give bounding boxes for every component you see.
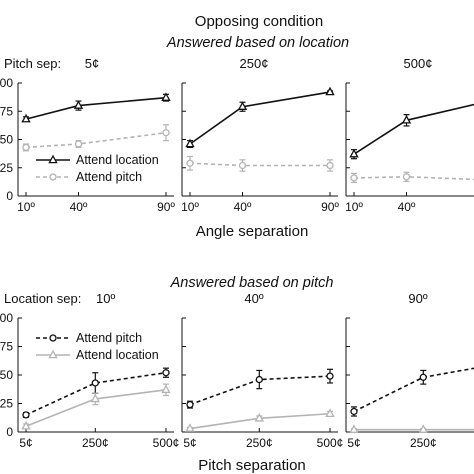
y-tick-label: 0	[6, 189, 13, 203]
panel-bottom-3: 5¢ 250¢	[345, 317, 474, 450]
bottom-row-subtitle: Answered based on pitch	[170, 275, 334, 291]
x-tick-label: 10º	[17, 200, 35, 214]
data-point-triangle	[185, 423, 195, 432]
x-tick-label: 250¢	[246, 436, 273, 450]
data-point-circle	[350, 174, 358, 182]
x-tick-label: 5¢	[347, 436, 360, 450]
x-tick-label: 90º	[321, 200, 339, 214]
data-point-circle	[74, 140, 83, 148]
legend: Attend pitch Attend location	[36, 331, 159, 362]
y-tick-label: 100	[0, 311, 13, 325]
x-tick-label: 90º	[157, 200, 175, 214]
series-line-1	[353, 103, 474, 155]
data-point-triangle	[325, 408, 335, 418]
top-row-subtitle: Answered based on location	[166, 35, 349, 51]
y-tick-label: 25	[0, 397, 13, 411]
data-point-circle	[419, 373, 427, 381]
panel-label-bottom-1: 10º	[96, 291, 115, 306]
data-point-circle	[350, 407, 358, 416]
y-tick-label: 100	[0, 76, 13, 90]
series-line-1	[25, 96, 167, 120]
y-tick-label: 75	[0, 340, 13, 354]
series-line-2	[189, 162, 330, 167]
panel-label-top-3: 500¢	[404, 56, 433, 71]
data-point-triangle	[21, 113, 31, 123]
x-tick-label: 40º	[398, 200, 416, 214]
legend-entry: Attend location	[76, 348, 159, 362]
panel-label-bottom-2: 40º	[244, 291, 263, 306]
data-point-circle	[91, 379, 99, 387]
data-point-circle	[186, 159, 194, 167]
data-point-triangle	[401, 114, 412, 124]
data-point-triangle	[90, 393, 100, 403]
x-tick-label: 500¢	[153, 436, 180, 450]
legend-entry: Attend pitch	[76, 170, 142, 184]
legend: Attend location Attend pitch	[36, 153, 159, 184]
panel-label-bottom-3: 90º	[408, 291, 427, 306]
x-axis-label-bottom: Pitch separation	[198, 457, 306, 474]
data-point-triangle	[161, 92, 171, 101]
series-line-1	[189, 91, 331, 145]
panel-top-3: 10º 40º	[345, 82, 474, 214]
x-tick-label: 5¢	[183, 436, 196, 450]
y-tick-label: 50	[0, 368, 13, 382]
x-tick-label: 250¢	[410, 436, 437, 450]
data-point-circle	[162, 129, 170, 137]
data-point-circle	[186, 400, 194, 409]
x-tick-label: 5¢	[19, 436, 32, 450]
top-row-label: Pitch sep:	[4, 56, 61, 71]
data-point-triangle	[349, 148, 359, 158]
x-tick-label: 10º	[345, 200, 363, 214]
x-tick-label: 500¢	[317, 436, 344, 450]
legend-marker-triangle	[48, 349, 58, 359]
panel-top-1: 100755025010º40º90ºAttend locationAttend…	[0, 76, 175, 214]
legend-marker-triangle	[48, 154, 58, 164]
data-point-circle	[326, 372, 334, 380]
data-point-circle	[22, 143, 30, 152]
legend-entry: Attend location	[76, 153, 159, 167]
y-tick-label: 0	[6, 425, 13, 439]
panel-top-2: 10º 40º 90º	[181, 82, 339, 214]
data-point-triangle	[418, 424, 428, 433]
data-point-circle	[402, 173, 411, 181]
bottom-row-label: Location sep:	[4, 291, 81, 306]
data-point-triangle	[254, 412, 264, 422]
data-point-circle	[326, 161, 334, 170]
x-tick-label: 40º	[234, 200, 252, 214]
legend-marker-circle	[49, 173, 57, 181]
series-line-2	[353, 175, 474, 181]
x-tick-label: 250¢	[82, 436, 109, 450]
x-axis-label-top: Angle separation	[196, 223, 309, 240]
data-point-triangle	[185, 138, 195, 148]
panel-bottom-2: 5¢ 250¢ 500¢	[181, 317, 344, 450]
series-line-1	[353, 367, 474, 413]
data-point-triangle	[325, 86, 335, 96]
figure-title: Opposing condition	[195, 13, 323, 30]
series-line-2	[25, 131, 167, 149]
data-point-triangle	[161, 384, 171, 394]
panel-label-top-2: 250¢	[240, 56, 269, 71]
data-point-circle	[162, 369, 170, 377]
data-point-circle	[22, 411, 30, 419]
data-point-triangle	[73, 100, 84, 109]
data-point-triangle	[349, 424, 359, 433]
panel-label-top-1: 5¢	[85, 56, 99, 71]
data-point-triangle	[237, 101, 248, 110]
data-point-triangle	[21, 420, 31, 430]
y-tick-label: 25	[0, 161, 13, 175]
y-tick-label: 50	[0, 133, 13, 147]
legend-entry: Attend pitch	[76, 331, 142, 345]
data-point-circle	[238, 161, 247, 170]
y-tick-label: 75	[0, 104, 13, 118]
legend-marker-circle	[49, 334, 57, 342]
panel-bottom-1: 100 75 50 25 0 5¢ 250¢ 500¢ Attend pitch Attend l…	[0, 311, 179, 450]
data-point-circle	[255, 375, 263, 384]
x-tick-label: 10º	[181, 200, 199, 214]
x-tick-label: 40º	[70, 200, 88, 214]
